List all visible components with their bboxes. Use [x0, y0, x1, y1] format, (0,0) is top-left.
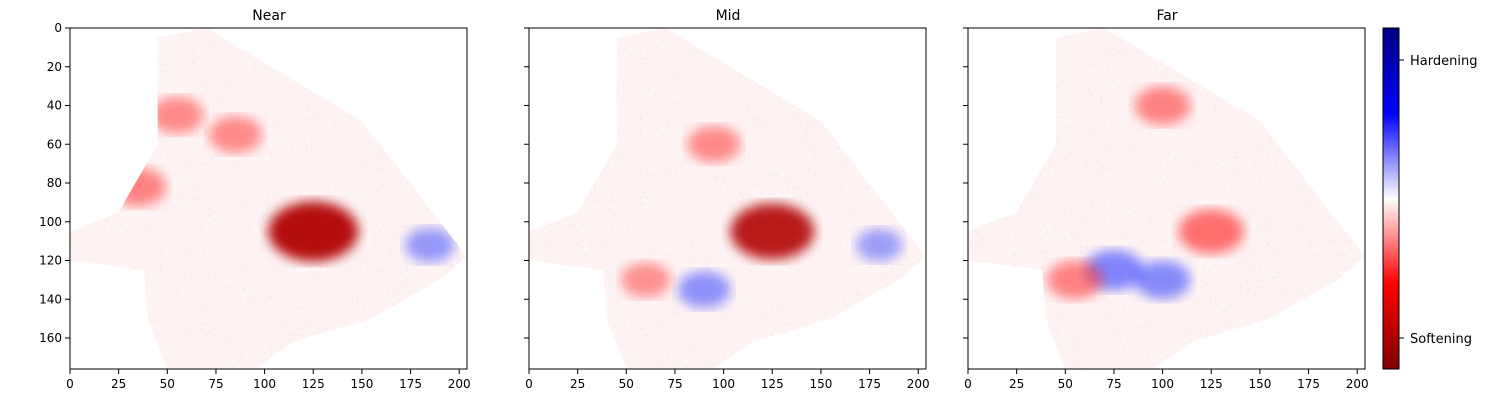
x-tick-label: 100	[253, 377, 276, 391]
colorbar-label-softening: Softening	[1410, 332, 1472, 347]
x-tick-label: 75	[1106, 377, 1121, 391]
hotspot-0	[268, 201, 359, 262]
x-tick-label: 125	[302, 377, 325, 391]
x-tick-label: 50	[619, 377, 634, 391]
y-axis	[524, 27, 529, 339]
panel-near: Near 0 25 50 75 100 125 150 175 200 0 20 40 60 80 100…	[39, 8, 471, 391]
x-tick-label: 200	[907, 377, 930, 391]
x-tick-label: 175	[1297, 377, 1320, 391]
x-axis: 0 25 50 75 100 125 150 175 200	[964, 369, 1369, 391]
colorbar: Hardening Softening	[1382, 27, 1477, 370]
x-tick-label: 200	[448, 377, 471, 391]
x-tick-label: 175	[858, 377, 881, 391]
hotspot-1	[150, 96, 204, 134]
panel-far: Far 0 25 50 75 100 125 150 175 200	[963, 8, 1369, 391]
x-tick-label: 125	[761, 377, 784, 391]
panel-title: Near	[252, 8, 286, 24]
y-tick-label: 60	[47, 137, 62, 151]
panel-title: Far	[1156, 8, 1177, 24]
x-tick-label: 50	[1058, 377, 1073, 391]
x-tick-label: 0	[66, 377, 74, 391]
hotspot-4	[405, 227, 455, 263]
hotspot-0	[730, 203, 815, 260]
x-tick-label: 75	[667, 377, 682, 391]
heatmap-region	[528, 27, 927, 370]
x-axis: 0 25 50 75 100 125 150 175 200	[66, 369, 471, 391]
x-tick-label: 150	[1248, 377, 1271, 391]
colorbar-label-hardening: Hardening	[1410, 54, 1477, 69]
y-tick-label: 0	[54, 21, 62, 35]
y-tick-label: 20	[47, 60, 62, 74]
y-tick-label: 120	[39, 254, 62, 268]
y-tick-label: 100	[39, 215, 62, 229]
hotspot-3	[677, 271, 731, 308]
y-tick-label: 160	[39, 331, 62, 345]
y-tick-label: 80	[47, 176, 62, 190]
plot-frame	[69, 27, 468, 370]
x-tick-label: 200	[1346, 377, 1369, 391]
hotspot-2	[208, 116, 262, 153]
x-tick-label: 50	[160, 377, 175, 391]
x-tick-label: 0	[525, 377, 533, 391]
x-tick-label: 75	[208, 377, 223, 391]
x-tick-label: 100	[712, 377, 735, 391]
y-tick-label: 140	[39, 292, 62, 306]
x-tick-label: 25	[570, 377, 585, 391]
plot-frame	[528, 27, 927, 370]
plot-frame	[967, 27, 1366, 370]
hotspot-4	[855, 228, 903, 262]
x-tick-label: 100	[1151, 377, 1174, 391]
hotspot-1	[1134, 86, 1191, 125]
x-tick-label: 125	[1200, 377, 1223, 391]
x-tick-label: 150	[809, 377, 832, 391]
hotspot-0	[1178, 209, 1244, 254]
colorbar-gradient	[1382, 27, 1400, 370]
hotspot-1	[687, 125, 741, 163]
panel-mid: Mid 0 25 50 75 100 125 150 175 200	[524, 8, 930, 391]
hotspot-3	[1134, 260, 1191, 300]
y-tick-label: 40	[47, 99, 62, 113]
x-tick-label: 175	[399, 377, 422, 391]
x-axis: 0 25 50 75 100 125 150 175 200	[525, 369, 930, 391]
heatmap-region	[69, 27, 468, 370]
panel-title: Mid	[716, 8, 741, 24]
x-tick-label: 25	[1009, 377, 1024, 391]
heatmap-region	[967, 27, 1366, 370]
x-tick-label: 0	[964, 377, 972, 391]
y-axis	[963, 27, 968, 339]
hotspot-2	[620, 262, 671, 298]
hotspot-4	[1047, 260, 1104, 300]
x-tick-label: 150	[350, 377, 373, 391]
x-tick-label: 25	[111, 377, 126, 391]
y-axis: 0 20 40 60 80 100 120 140 160	[39, 21, 70, 345]
